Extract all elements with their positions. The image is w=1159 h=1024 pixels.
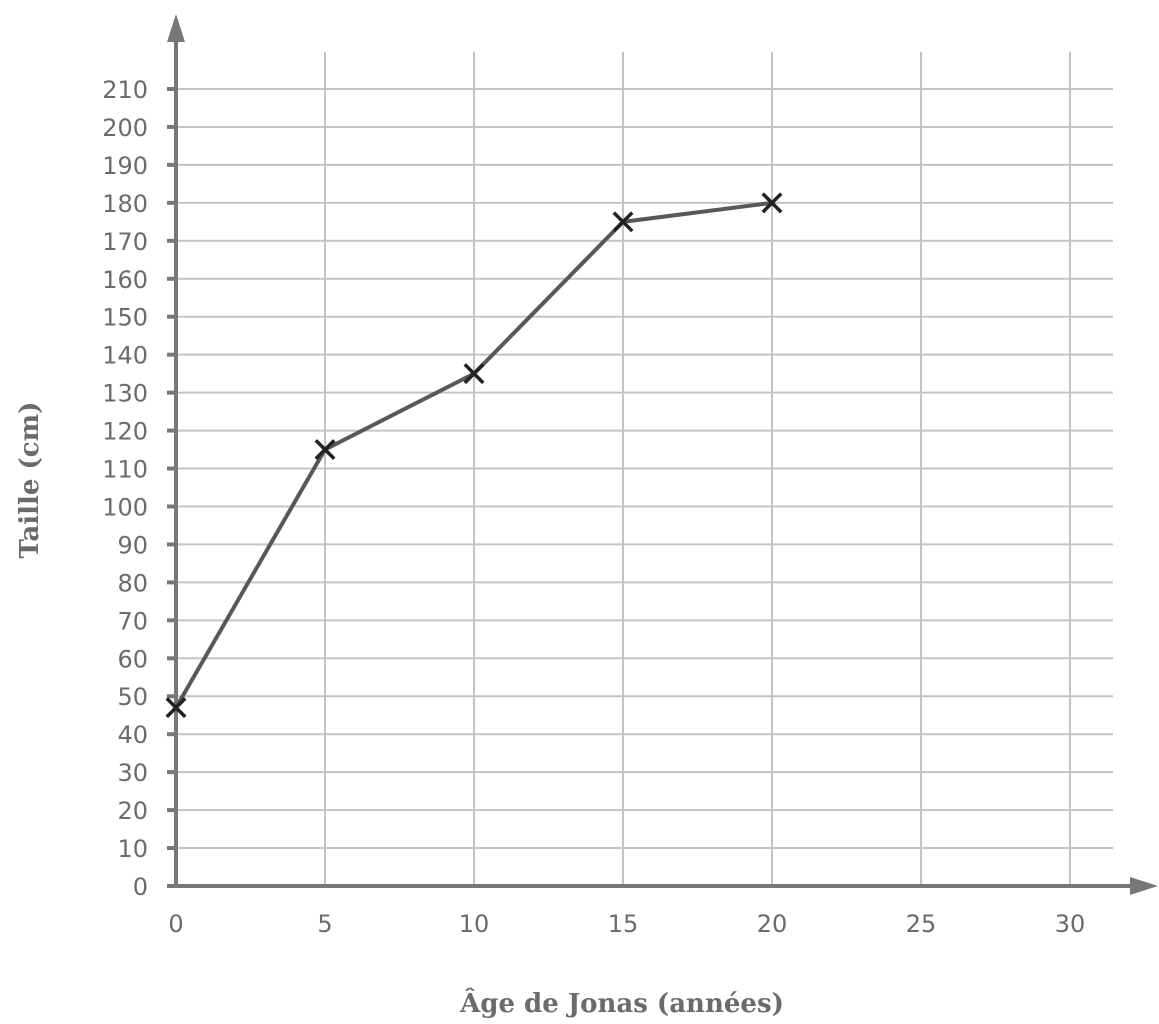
data-point-marker bbox=[612, 211, 634, 233]
y-tick-label: 130 bbox=[102, 380, 148, 408]
x-tick-label: 20 bbox=[757, 910, 788, 938]
y-tick-label: 10 bbox=[117, 835, 148, 863]
tick-labels: 0102030405060708090100110120130140150160… bbox=[102, 76, 1085, 938]
x-axis-title: Âge de Jonas (années) bbox=[459, 987, 784, 1019]
y-tick-label: 150 bbox=[102, 304, 148, 332]
data-point-marker bbox=[463, 363, 485, 385]
data-point-marker bbox=[761, 192, 783, 214]
data-point-marker bbox=[165, 697, 187, 719]
x-tick-label: 0 bbox=[168, 910, 183, 938]
y-tick-label: 30 bbox=[117, 759, 148, 787]
marker-stroke bbox=[612, 211, 634, 233]
y-tick-label: 40 bbox=[117, 721, 148, 749]
marker-stroke bbox=[463, 363, 485, 385]
marker-stroke bbox=[165, 697, 187, 719]
x-tick-label: 30 bbox=[1055, 910, 1086, 938]
y-tick-label: 140 bbox=[102, 342, 148, 370]
x-axis-arrow bbox=[1130, 877, 1158, 895]
y-tick-label: 20 bbox=[117, 797, 148, 825]
x-tick-label: 25 bbox=[906, 910, 937, 938]
y-tick-label: 190 bbox=[102, 152, 148, 180]
y-tick-label: 120 bbox=[102, 418, 148, 446]
marker-stroke bbox=[761, 192, 783, 214]
y-tick-label: 180 bbox=[102, 190, 148, 218]
x-tick-label: 5 bbox=[317, 910, 332, 938]
x-tick-label: 10 bbox=[459, 910, 490, 938]
data-point-marker bbox=[314, 439, 336, 461]
y-axis-arrow bbox=[167, 14, 185, 42]
y-tick-label: 70 bbox=[117, 607, 148, 635]
y-tick-label: 90 bbox=[117, 531, 148, 559]
y-tick-label: 110 bbox=[102, 456, 148, 484]
marker-stroke bbox=[314, 439, 336, 461]
y-tick-label: 50 bbox=[117, 683, 148, 711]
grid bbox=[176, 52, 1113, 886]
y-tick-label: 200 bbox=[102, 114, 148, 142]
y-tick-label: 60 bbox=[117, 645, 148, 673]
x-tick-label: 15 bbox=[608, 910, 639, 938]
y-tick-label: 210 bbox=[102, 76, 148, 104]
y-tick-label: 160 bbox=[102, 266, 148, 294]
y-tick-label: 80 bbox=[117, 569, 148, 597]
y-tick-label: 0 bbox=[133, 873, 148, 901]
y-axis-title: Taille (cm) bbox=[15, 402, 45, 559]
y-tick-label: 100 bbox=[102, 493, 148, 521]
y-tick-label: 170 bbox=[102, 228, 148, 256]
axes bbox=[167, 14, 1158, 895]
series bbox=[165, 192, 783, 719]
